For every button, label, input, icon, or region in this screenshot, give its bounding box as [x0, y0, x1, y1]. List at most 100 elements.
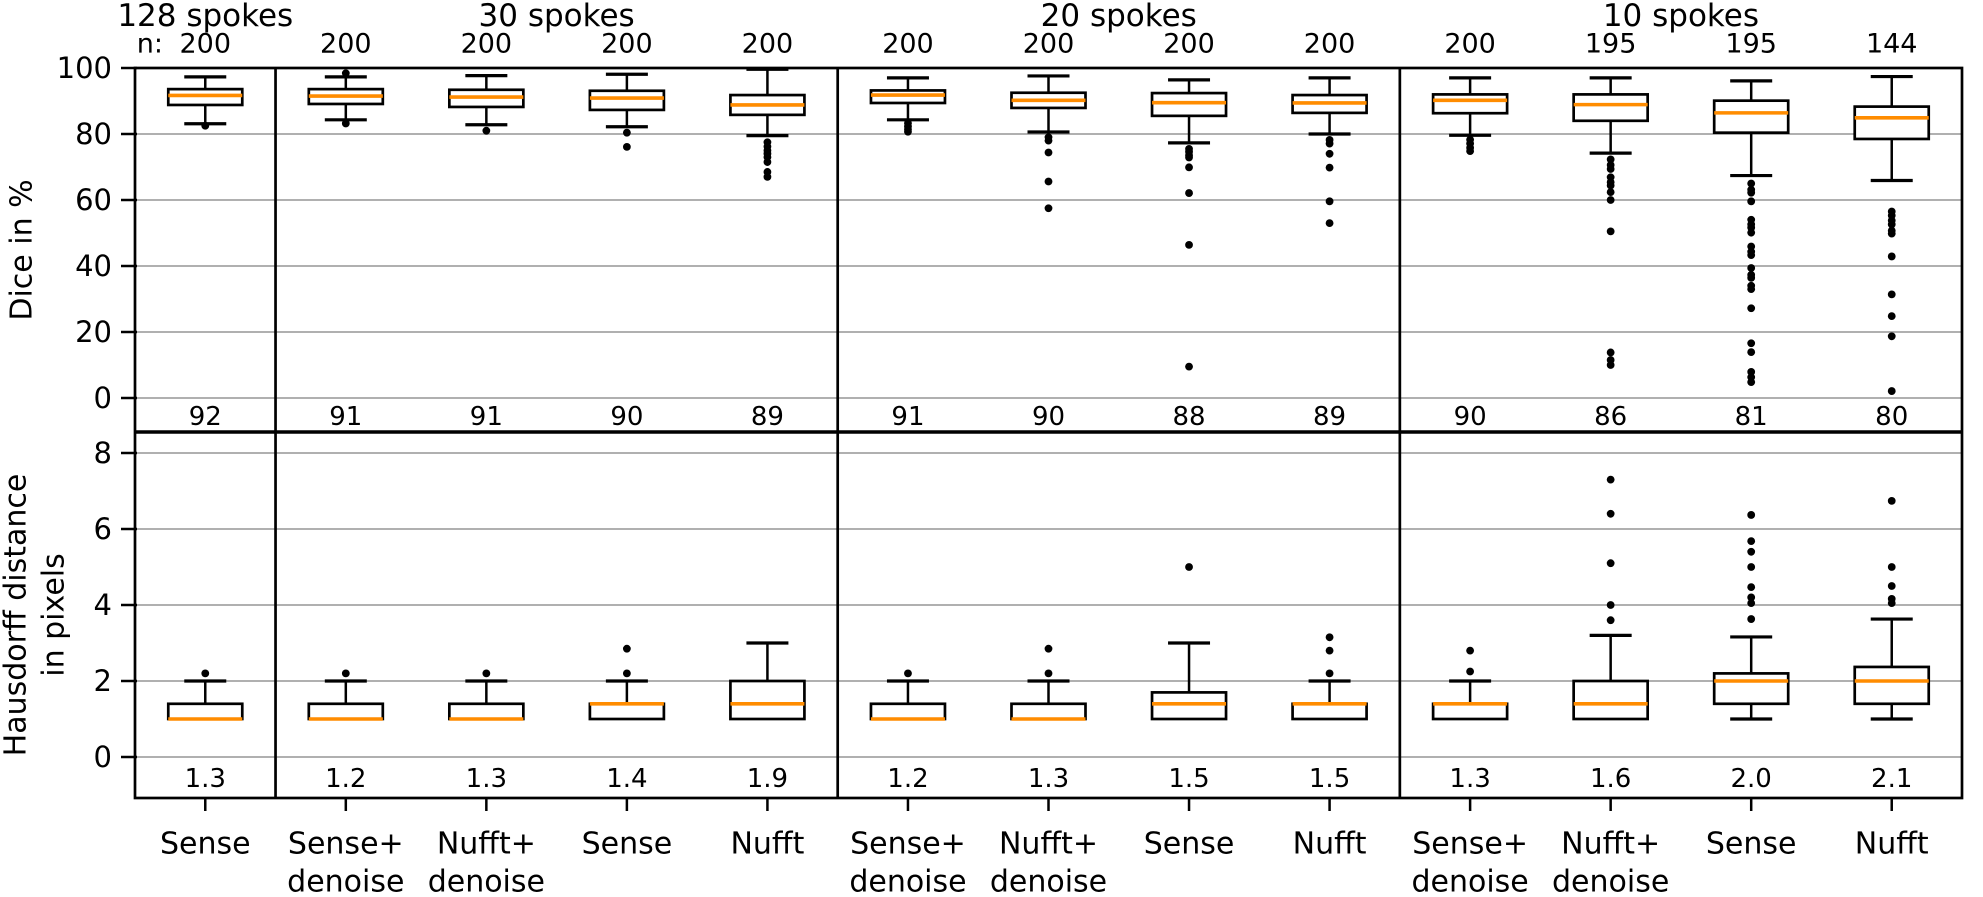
outlier-dot: [1887, 229, 1896, 238]
n-count-label: 195: [1725, 29, 1777, 60]
box-rect: [1010, 702, 1087, 721]
x-tick-label: denoise: [428, 865, 545, 897]
x-tick-label: Nufft: [1855, 827, 1929, 862]
outlier-dot: [1747, 583, 1756, 592]
n-count-label: 200: [742, 29, 794, 60]
median-annotation: 90: [1454, 402, 1487, 432]
y-tick-label-dice: 100: [57, 51, 112, 85]
outlier-dot: [1606, 616, 1615, 625]
x-tick-label: Nufft: [730, 827, 804, 862]
outlier-dot: [341, 119, 350, 128]
outlier-dot: [1325, 163, 1334, 172]
x-tick-label: Nufft+: [1561, 827, 1660, 862]
outlier-dot: [1606, 196, 1615, 204]
x-tick-label: denoise: [287, 865, 404, 897]
axes-frame: [133, 66, 1964, 800]
x-tick-label: denoise: [1411, 865, 1528, 897]
median-annotation: 1.9: [747, 764, 788, 794]
n-count-label: 200: [461, 29, 513, 60]
outlier-dot: [1747, 547, 1756, 556]
outlier-dot: [1887, 595, 1896, 603]
outlier-dot: [1606, 155, 1615, 164]
median-annotation: 81: [1735, 402, 1768, 432]
x-tick-label: denoise: [1552, 865, 1669, 897]
box-rect: [1712, 99, 1790, 135]
box-rect: [1853, 105, 1931, 141]
outlier-dot: [1747, 264, 1756, 272]
outlier-dot: [482, 669, 491, 678]
outlier-dot: [763, 158, 772, 166]
outlier-dot: [1606, 165, 1615, 173]
outlier-dot: [1044, 148, 1053, 157]
outlier-dot: [1747, 339, 1756, 348]
outlier-dot: [1887, 290, 1896, 299]
outlier-dot: [1606, 227, 1615, 236]
outlier-dot: [1747, 273, 1756, 282]
outlier-dot: [1747, 563, 1756, 571]
outlier-dot: [1747, 285, 1756, 293]
outlier-dot: [1185, 563, 1193, 571]
outlier-dot: [1747, 251, 1756, 260]
median-annotation: 1.5: [1168, 764, 1209, 794]
median-annotation: 1.4: [606, 764, 647, 794]
outlier-dot: [1325, 139, 1334, 148]
n-count-label: 144: [1866, 29, 1918, 60]
y-tick-label-hausdorff: 4: [94, 588, 112, 622]
outlier-dot: [1185, 153, 1193, 162]
outlier-dot: [1887, 496, 1896, 505]
outlier-dot: [1044, 136, 1053, 145]
box-rect: [1291, 702, 1368, 721]
median-annotation: 1.2: [887, 764, 928, 794]
outlier-dot: [622, 644, 631, 653]
box-rect: [166, 702, 244, 721]
median-annotation: 80: [1875, 402, 1908, 432]
outlier-dot: [1606, 181, 1615, 190]
outlier-dot: [1325, 219, 1334, 228]
median-annotation: 1.3: [466, 764, 507, 794]
outlier-dot: [201, 669, 210, 678]
y-tick-label-dice: 0: [94, 381, 112, 415]
median-annotation: 1.2: [325, 764, 366, 794]
x-tick-label: Nufft+: [437, 827, 536, 862]
box-rect: [1853, 665, 1931, 706]
outlier-dot: [1747, 304, 1756, 313]
outlier-dot: [1044, 204, 1053, 213]
x-tick-label: Sense: [1706, 827, 1797, 862]
outlier-dot: [1325, 197, 1334, 206]
n-count-label: 200: [320, 29, 372, 60]
median-annotation: 1.3: [1028, 764, 1069, 794]
outlier-dot: [1325, 646, 1334, 655]
outlier-dot: [1887, 582, 1896, 590]
median-annotation: 91: [891, 402, 924, 432]
box-rect: [729, 679, 806, 721]
outlier-dot: [1044, 177, 1053, 186]
n-prefix-label: n:: [137, 29, 163, 60]
outlier-dot: [1747, 348, 1756, 357]
box-rect: [1431, 702, 1509, 721]
outlier-dot: [1606, 348, 1615, 357]
box-rect: [307, 702, 385, 721]
outlier-dot: [1887, 252, 1896, 261]
box-rect: [1431, 93, 1509, 115]
n-count-label: 200: [1023, 29, 1075, 60]
y-axis-label-dice: Dice in %: [5, 179, 40, 320]
n-count-label: 200: [1304, 29, 1356, 60]
median-annotation: 1.3: [1449, 764, 1490, 794]
box-rect: [1150, 91, 1228, 118]
n-count-label: 200: [179, 29, 231, 60]
n-count-label: 200: [601, 29, 653, 60]
x-tick-label: Nufft: [1293, 827, 1367, 862]
median-annotation: 1.3: [185, 764, 226, 794]
n-count-label: 200: [882, 29, 934, 60]
median-annotation: 90: [610, 402, 643, 432]
outlier-dot: [763, 173, 772, 181]
median-annotation: 91: [470, 402, 503, 432]
x-tick-label: Nufft+: [999, 827, 1098, 862]
outlier-dot: [1606, 361, 1615, 369]
box-rect: [588, 702, 666, 721]
outlier-dot: [1887, 312, 1896, 321]
outlier-dot: [1185, 163, 1193, 172]
